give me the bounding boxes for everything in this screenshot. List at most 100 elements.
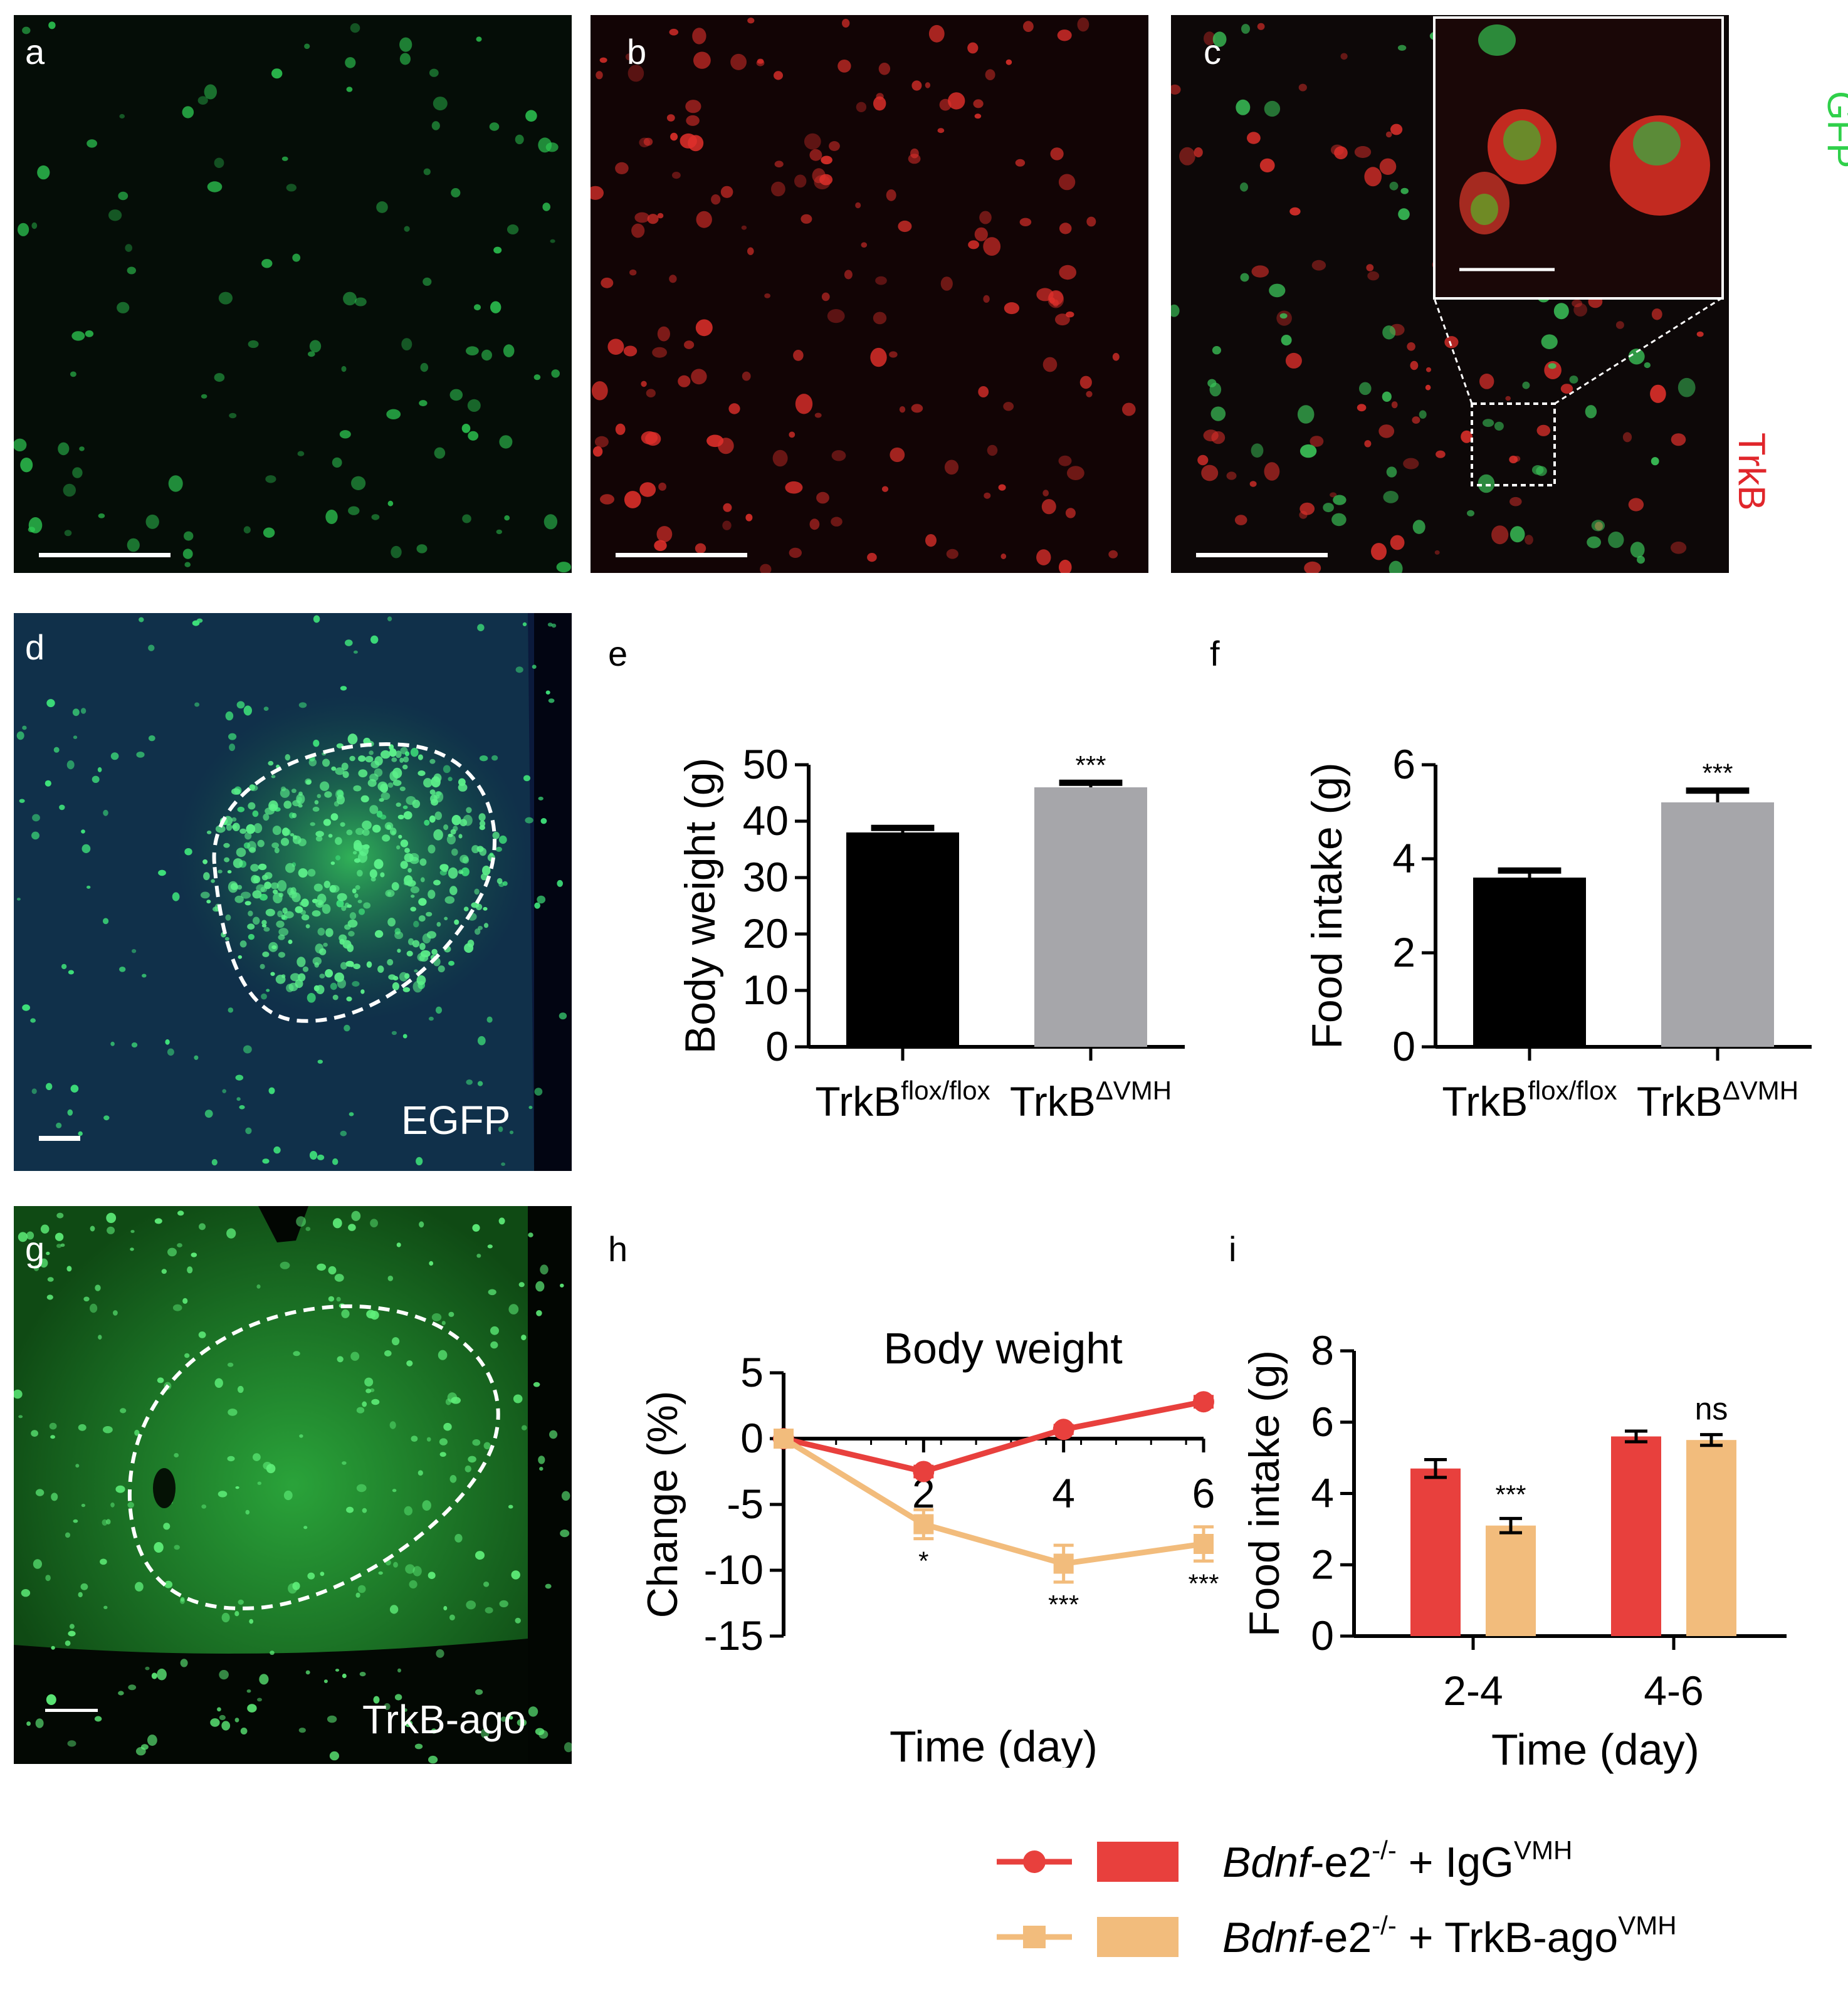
cell-marker xyxy=(1630,542,1645,558)
cell-marker xyxy=(49,1422,57,1430)
cell-marker xyxy=(419,400,428,407)
cell-marker xyxy=(248,802,256,810)
cell-marker xyxy=(33,1265,39,1271)
cell-marker xyxy=(341,905,347,911)
cell-marker xyxy=(370,1219,378,1227)
cell-marker xyxy=(87,885,91,889)
cell-marker xyxy=(328,1266,337,1275)
significance-label: *** xyxy=(1048,1590,1079,1619)
cell-marker xyxy=(136,752,145,758)
cell-marker xyxy=(1391,401,1398,409)
cell-marker xyxy=(543,514,558,530)
cell-marker xyxy=(741,225,747,230)
cell-marker xyxy=(404,848,410,853)
cell-marker xyxy=(78,1424,87,1431)
cell-marker xyxy=(937,128,945,134)
cell-marker xyxy=(1637,555,1645,564)
legend-label-text: -e2 xyxy=(1310,1839,1372,1886)
y-tick-label: 5 xyxy=(740,1349,764,1395)
cell-marker xyxy=(1397,45,1407,51)
cell-marker xyxy=(258,863,267,871)
cell-marker xyxy=(281,974,286,979)
cell-marker xyxy=(309,340,322,353)
cell-marker xyxy=(174,1453,179,1457)
cell-marker xyxy=(248,340,259,349)
cell-marker xyxy=(26,1231,34,1240)
cell-marker xyxy=(418,915,426,922)
cell-marker xyxy=(102,1519,108,1526)
cell-marker xyxy=(1264,462,1280,481)
cell-marker xyxy=(481,873,488,881)
cell-marker xyxy=(16,731,24,740)
cell-marker xyxy=(53,747,60,753)
cell-marker xyxy=(358,755,366,762)
cell-marker xyxy=(468,1456,476,1463)
cell-marker xyxy=(772,449,788,467)
cell-marker xyxy=(299,901,303,906)
cell-marker xyxy=(643,137,653,146)
cell-marker xyxy=(110,1502,115,1508)
cell-marker xyxy=(249,785,258,792)
cell-marker xyxy=(276,880,287,892)
cell-marker xyxy=(1536,424,1551,436)
cell-marker xyxy=(305,1227,311,1231)
cell-marker xyxy=(448,960,454,966)
cell-marker xyxy=(191,1252,197,1257)
cell-marker xyxy=(1461,430,1473,443)
cell-marker xyxy=(60,1243,65,1247)
cell-marker xyxy=(292,253,301,262)
cell-marker xyxy=(341,1309,350,1318)
cell-marker xyxy=(407,938,414,945)
cell-marker xyxy=(345,57,356,68)
cell-marker xyxy=(330,982,337,990)
cell-marker xyxy=(402,764,408,770)
cell-marker xyxy=(342,1461,347,1465)
cell-marker xyxy=(46,699,55,708)
cell-marker xyxy=(404,853,414,863)
cell-marker xyxy=(65,1640,71,1646)
cell-marker xyxy=(1548,363,1557,369)
cell-marker xyxy=(423,277,432,286)
legend-label-italic: Bdnf xyxy=(1222,1914,1314,1961)
cell-marker xyxy=(419,943,426,950)
cell-marker xyxy=(465,1465,471,1472)
cell-marker xyxy=(252,890,262,899)
cell-marker xyxy=(221,1612,230,1623)
cell-marker xyxy=(475,1551,485,1560)
x-tick-label-superscript: flox/flox xyxy=(1528,1076,1617,1105)
cell-marker xyxy=(439,1452,446,1457)
cell-marker xyxy=(68,1630,76,1637)
cell-marker xyxy=(335,767,345,775)
cell-marker xyxy=(1059,559,1072,573)
cell-marker xyxy=(814,412,822,418)
cell-marker xyxy=(844,270,853,280)
cell-marker xyxy=(239,940,247,948)
cell-marker xyxy=(1209,382,1222,397)
cell-marker xyxy=(370,877,376,882)
cell-marker xyxy=(471,845,480,854)
bar xyxy=(1686,1440,1736,1636)
cell-marker xyxy=(1400,187,1409,194)
y-tick-label: 6 xyxy=(1311,1399,1334,1445)
cell-marker xyxy=(399,757,404,763)
y-tick-label: 4 xyxy=(1311,1470,1334,1516)
cell-marker xyxy=(1000,554,1007,559)
cell-marker xyxy=(428,844,436,854)
cell-marker xyxy=(1364,440,1372,448)
cell-marker xyxy=(1023,21,1034,32)
cell-marker xyxy=(142,974,147,978)
micrograph-b xyxy=(591,15,1148,573)
cell-marker xyxy=(423,778,433,788)
cell-marker xyxy=(658,482,666,491)
cell-marker xyxy=(286,984,294,992)
cell-marker xyxy=(508,1504,513,1509)
cell-marker xyxy=(476,36,482,42)
cell-marker xyxy=(448,1311,454,1317)
cell-marker xyxy=(463,906,469,911)
bar xyxy=(1410,1468,1461,1636)
micrograph-d-label: EGFP xyxy=(401,1098,511,1143)
cell-marker xyxy=(200,891,210,899)
cell-marker xyxy=(355,1592,360,1598)
cell-marker xyxy=(72,708,80,716)
cell-marker xyxy=(335,789,344,800)
